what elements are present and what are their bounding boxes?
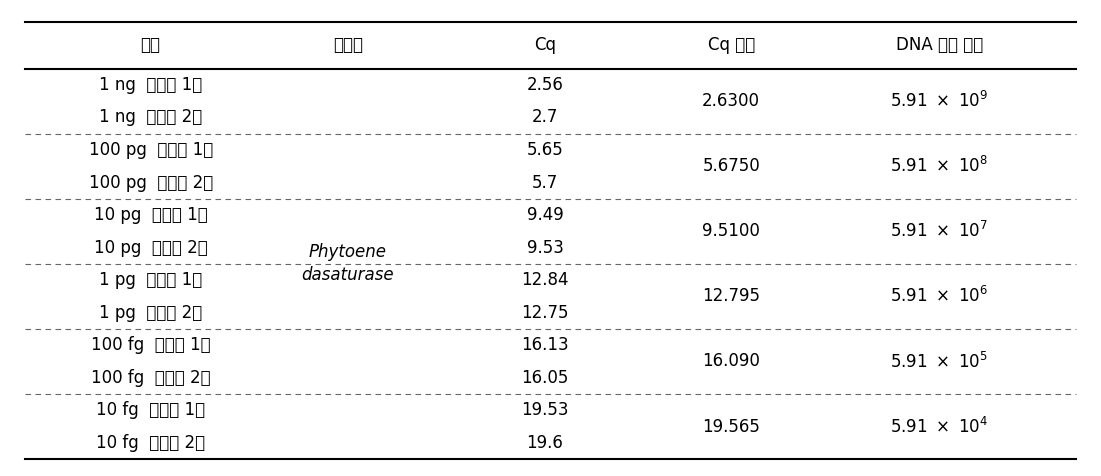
- Text: 1 ng  （반복 1）: 1 ng （반복 1）: [99, 76, 203, 94]
- Text: 19.565: 19.565: [702, 417, 760, 436]
- Text: $5.91\ \times\ 10^{7}$: $5.91\ \times\ 10^{7}$: [891, 221, 989, 241]
- Text: 12.75: 12.75: [521, 304, 569, 322]
- Text: 100 fg  （반복 1）: 100 fg （반복 1）: [91, 336, 210, 354]
- Text: 1 pg  （반복 2）: 1 pg （반복 2）: [99, 304, 203, 322]
- Text: 5.6750: 5.6750: [702, 157, 760, 175]
- Text: 19.6: 19.6: [526, 434, 564, 452]
- Text: 100 pg  （반복 2）: 100 pg （반복 2）: [88, 174, 212, 191]
- Text: Cq 평균: Cq 평균: [708, 36, 755, 54]
- Text: dasaturase: dasaturase: [302, 266, 394, 284]
- Text: 10 pg  （반복 1）: 10 pg （반복 1）: [94, 206, 207, 224]
- Text: 5.65: 5.65: [526, 141, 564, 159]
- Text: $5.91\ \times\ 10^{9}$: $5.91\ \times\ 10^{9}$: [891, 91, 989, 111]
- Text: Phytoene: Phytoene: [309, 244, 386, 261]
- Text: 10 pg  （반복 2）: 10 pg （반복 2）: [94, 238, 207, 257]
- Text: 10 fg  （반복 2）: 10 fg （반복 2）: [96, 434, 205, 452]
- Text: 16.090: 16.090: [702, 353, 760, 370]
- Text: 1 ng  （반복 2）: 1 ng （반복 2）: [99, 109, 203, 127]
- Text: 5.7: 5.7: [532, 174, 558, 191]
- Text: $5.91\ \times\ 10^{5}$: $5.91\ \times\ 10^{5}$: [891, 351, 989, 372]
- Text: 2.56: 2.56: [526, 76, 564, 94]
- Text: 9.49: 9.49: [526, 206, 564, 224]
- Text: 16.13: 16.13: [521, 336, 569, 354]
- Text: 9.53: 9.53: [526, 238, 564, 257]
- Text: 10 fg  （반복 1）: 10 fg （반복 1）: [96, 401, 205, 419]
- Text: 19.53: 19.53: [521, 401, 569, 419]
- Text: 12.84: 12.84: [521, 271, 569, 289]
- Text: Cq: Cq: [534, 36, 556, 54]
- Text: 100 fg  （반복 2）: 100 fg （반복 2）: [91, 369, 210, 387]
- Text: 9.5100: 9.5100: [702, 222, 760, 240]
- Text: $5.91\ \times\ 10^{4}$: $5.91\ \times\ 10^{4}$: [891, 416, 989, 436]
- Text: $5.91\ \times\ 10^{6}$: $5.91\ \times\ 10^{6}$: [891, 287, 989, 307]
- Text: 2.7: 2.7: [532, 109, 558, 127]
- Text: 12.795: 12.795: [702, 288, 761, 306]
- Text: 2.6300: 2.6300: [702, 92, 761, 110]
- Text: 1 pg  （반복 1）: 1 pg （반복 1）: [99, 271, 203, 289]
- Text: 질량: 질량: [141, 36, 161, 54]
- Text: $5.91\ \times\ 10^{8}$: $5.91\ \times\ 10^{8}$: [891, 156, 989, 176]
- Text: 16.05: 16.05: [522, 369, 569, 387]
- Text: DNA 분자 개수: DNA 분자 개수: [896, 36, 983, 54]
- Text: 유전자: 유전자: [333, 36, 363, 54]
- Text: 100 pg  （반복 1）: 100 pg （반복 1）: [88, 141, 212, 159]
